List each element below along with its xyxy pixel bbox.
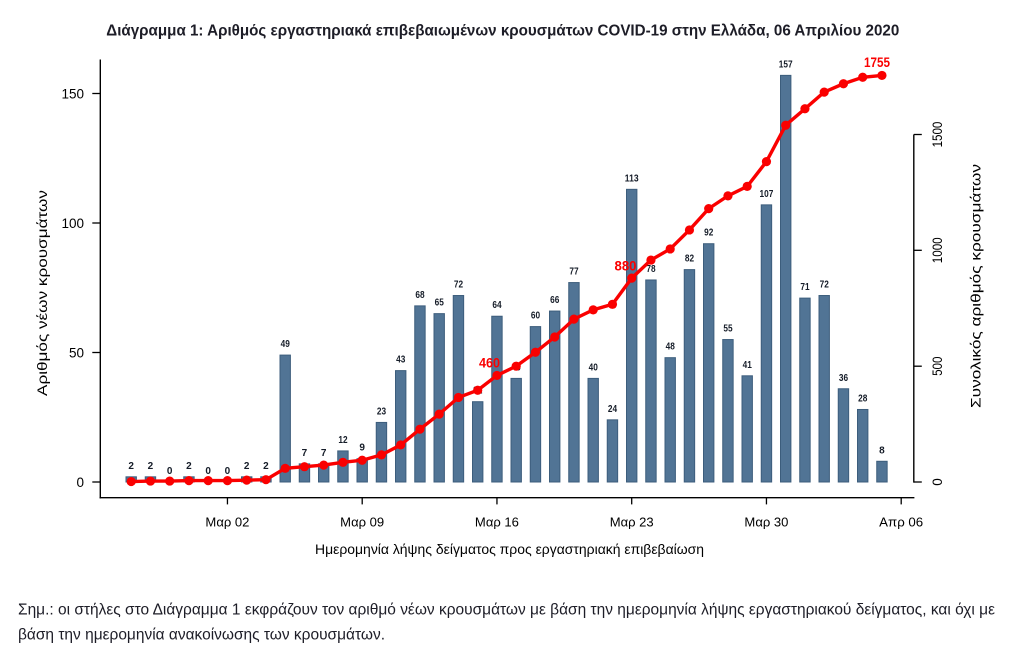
svg-text:65: 65: [435, 298, 445, 309]
svg-text:2: 2: [186, 461, 192, 472]
svg-text:Μαρ 09: Μαρ 09: [340, 515, 384, 530]
svg-text:92: 92: [704, 228, 714, 239]
svg-text:Αριθμός νέων κρουσμάτων: Αριθμός νέων κρουσμάτων: [35, 190, 50, 396]
svg-text:0: 0: [167, 466, 173, 477]
svg-text:77: 77: [569, 267, 579, 278]
svg-text:Μαρ 02: Μαρ 02: [205, 515, 249, 530]
svg-text:50: 50: [69, 345, 84, 360]
svg-text:Διάγραμμα 1: Αριθμός εργαστηρι: Διάγραμμα 1: Αριθμός εργαστηριακά επιβεβ…: [106, 23, 899, 40]
svg-text:1755: 1755: [864, 55, 890, 70]
svg-text:55: 55: [723, 324, 733, 335]
svg-text:107: 107: [760, 189, 774, 200]
svg-text:Ημερομηνία λήψης δείγματος προ: Ημερομηνία λήψης δείγματος προς εργαστηρ…: [315, 541, 704, 557]
svg-text:41: 41: [743, 360, 753, 371]
svg-text:2: 2: [263, 461, 269, 472]
svg-text:0: 0: [205, 466, 211, 477]
svg-text:8: 8: [879, 445, 885, 456]
svg-text:150: 150: [61, 86, 84, 101]
svg-text:Μαρ 30: Μαρ 30: [744, 515, 788, 530]
svg-text:Συνολικός αριθμός κρουσμάτων: Συνολικός αριθμός κρουσμάτων: [969, 164, 984, 408]
svg-text:23: 23: [377, 406, 387, 417]
svg-text:36: 36: [839, 373, 849, 384]
svg-text:7: 7: [302, 448, 308, 459]
svg-text:Μαρ 23: Μαρ 23: [610, 515, 654, 530]
svg-text:157: 157: [779, 59, 793, 70]
svg-text:1500: 1500: [930, 122, 945, 148]
svg-text:49: 49: [281, 339, 291, 350]
svg-text:500: 500: [930, 357, 945, 376]
svg-text:100: 100: [61, 216, 84, 231]
svg-text:60: 60: [531, 311, 541, 322]
svg-text:72: 72: [454, 280, 464, 291]
svg-text:71: 71: [800, 282, 810, 293]
svg-text:43: 43: [396, 355, 406, 366]
svg-text:28: 28: [858, 393, 868, 404]
svg-text:1000: 1000: [930, 237, 945, 263]
svg-text:2: 2: [244, 461, 250, 472]
svg-text:72: 72: [820, 280, 830, 291]
svg-text:66: 66: [550, 295, 560, 306]
svg-text:Απρ 06: Απρ 06: [879, 515, 923, 530]
svg-text:2: 2: [128, 461, 134, 472]
svg-text:Σημ.: οι στήλες στο Διάγραμμα: Σημ.: οι στήλες στο Διάγραμμα 1 εκφράζου…: [18, 602, 995, 619]
svg-text:0: 0: [225, 466, 231, 477]
svg-text:113: 113: [625, 173, 639, 184]
svg-text:2: 2: [148, 461, 154, 472]
svg-text:48: 48: [666, 342, 676, 353]
svg-text:24: 24: [608, 404, 618, 415]
svg-text:12: 12: [338, 435, 348, 446]
svg-text:40: 40: [589, 362, 599, 373]
svg-text:68: 68: [415, 290, 425, 301]
svg-text:βάση την ημερομηνία ανακοίνωση: βάση την ημερομηνία ανακοίνωσης των κρου…: [18, 627, 385, 644]
svg-text:460: 460: [479, 355, 500, 370]
svg-text:7: 7: [321, 448, 327, 459]
svg-text:82: 82: [685, 254, 695, 265]
svg-text:64: 64: [492, 300, 502, 311]
svg-text:0: 0: [76, 475, 84, 490]
svg-text:0: 0: [930, 478, 945, 486]
svg-text:78: 78: [646, 264, 656, 275]
svg-text:880: 880: [615, 258, 637, 273]
svg-text:Μαρ 16: Μαρ 16: [475, 515, 519, 530]
svg-text:9: 9: [359, 443, 365, 454]
